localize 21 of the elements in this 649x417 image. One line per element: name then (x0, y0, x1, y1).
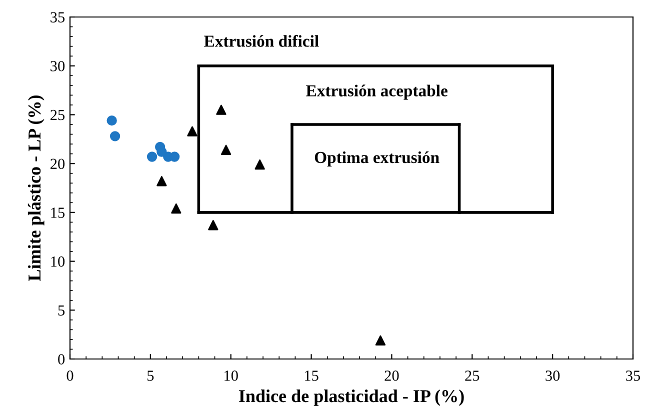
y-tick-label: 30 (50, 61, 65, 72)
annotation: Extrusión aceptable (306, 84, 448, 100)
y-tick-label: 5 (58, 305, 65, 316)
x-tick-label: 20 (384, 370, 399, 381)
y-tick-label: 15 (51, 208, 65, 218)
x-tick-label: 30 (546, 370, 560, 381)
x-axis-title: Indice de plasticidad - IP (%) (239, 390, 464, 406)
x-tick-label: 10 (224, 370, 238, 381)
y-tick-label: 0 (58, 354, 65, 364)
y-tick-label: 20 (50, 158, 65, 170)
x-tick-label: 0 (66, 370, 74, 381)
x-tick-label: 5 (147, 370, 154, 381)
y-tick-label: 35 (50, 12, 65, 22)
annotation: Extrusión dificil (204, 34, 319, 47)
y-tick-label: 25 (50, 110, 65, 120)
x-tick-label: 25 (465, 370, 480, 381)
y-tick-label: 10 (51, 256, 65, 267)
x-tick-label: 15 (304, 370, 318, 381)
annotation: Optima extrusión (314, 151, 440, 166)
x-tick-label: 35 (626, 370, 640, 381)
y-axis-title: Limite plástico - LP (%) (28, 96, 44, 281)
